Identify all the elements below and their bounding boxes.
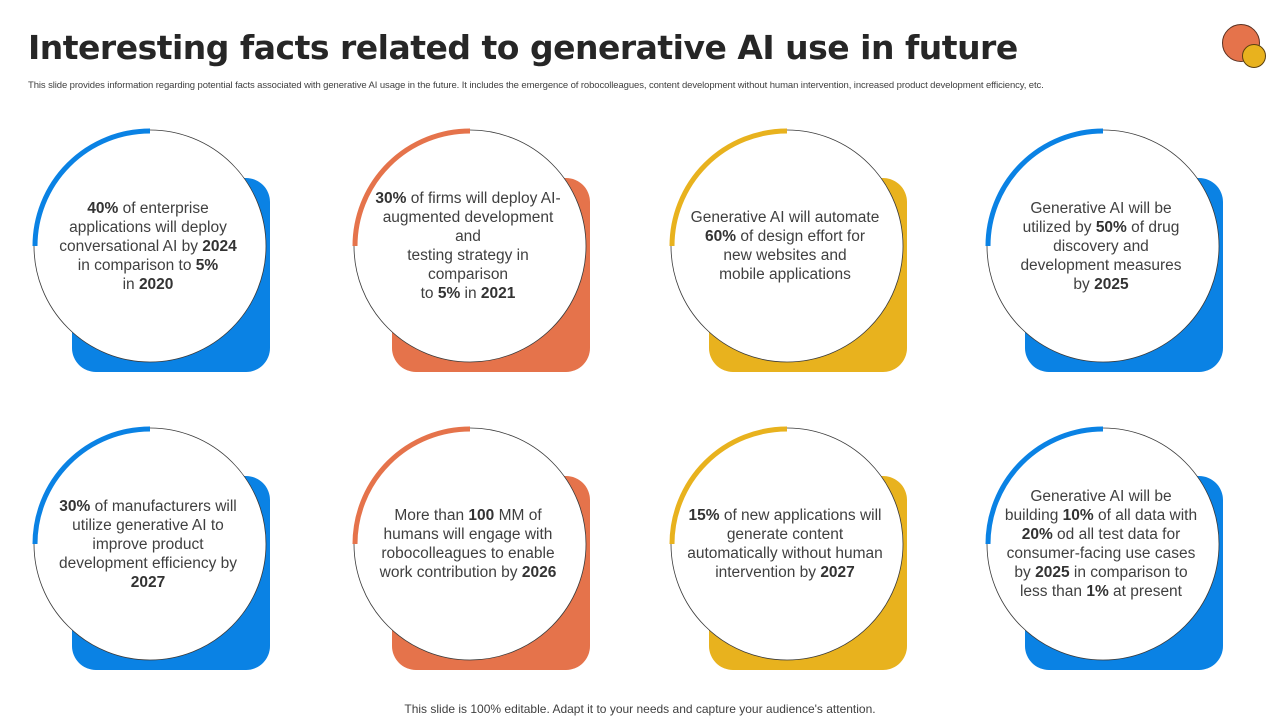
fact-text: Generative AI will be building 10% of all… [1004,488,1198,600]
page-subtitle: This slide provides information regardin… [28,80,1044,91]
fact-text: 30% of manufacturers will utilize generat… [58,497,238,591]
footer-note: This slide is 100% editable. Adapt it to… [404,702,876,716]
page-title: Interesting facts related to generative … [28,28,1018,67]
fact-text: 15% of new applications will generate con… [687,507,883,581]
fact-text: 30% of firms will deploy AI-augmented de… [375,190,561,302]
fact-card-5: 30% of manufacturers will utilize generat… [32,426,292,678]
circle-ring-icon [32,128,267,363]
fact-card-8: Generative AI will be building 10% of all… [985,426,1245,678]
circle-ring-icon [669,128,904,363]
accent-arc [985,128,1104,247]
accent-arc [669,426,788,545]
fact-card-2: 30% of firms will deploy AI-augmented de… [352,128,612,380]
accent-arc [32,128,151,247]
accent-arc [669,128,788,247]
fact-card-1: 40% of enterprise applications will deplo… [32,128,292,380]
circle-ring-icon [985,128,1220,363]
fact-text: Generative AI will be utilized by 50% of … [1020,199,1182,293]
fact-text: 40% of enterprise applications will deplo… [59,199,237,293]
circle-ring-icon [985,426,1220,661]
fact-text: More than 100 MM of humans will engage wi… [379,507,557,581]
fact-card-3: Generative AI will automate 60% of design… [669,128,929,380]
fact-text: Generative AI will automate 60% of design… [690,209,880,283]
circle-ring-icon [352,426,587,661]
logo-circles-icon [1222,24,1268,70]
accent-arc [32,426,151,545]
fact-card-4: Generative AI will be utilized by 50% of … [985,128,1245,380]
logo-yellow-circle [1242,44,1266,68]
fact-card-7: 15% of new applications will generate con… [669,426,929,678]
circle-ring-icon [352,128,587,363]
accent-arc [352,426,471,545]
accent-arc [985,426,1104,545]
circle-ring-icon [32,426,267,661]
circle-ring-icon [669,426,904,661]
accent-arc [352,128,471,247]
logo-orange-circle [1222,24,1260,62]
fact-card-6: More than 100 MM of humans will engage wi… [352,426,612,678]
